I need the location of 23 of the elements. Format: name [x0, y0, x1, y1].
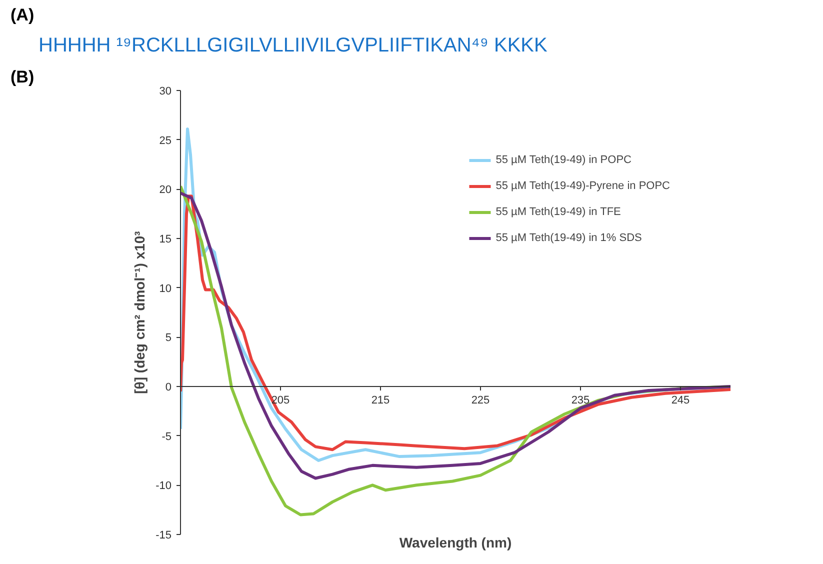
legend-label: 55 µM Teth(19-49) in TFE [496, 206, 621, 218]
x-tick-label: 245 [671, 394, 690, 406]
y-tick-label: -15 [156, 530, 172, 542]
y-tick-label: -10 [156, 480, 172, 492]
y-tick-label: 20 [159, 184, 172, 196]
text: HHHHH ¹⁹RCKLLLGIGILVLLIIVILGVPLIIFTIKAN⁴⁹ KKKK [38, 34, 548, 56]
text: (B) [10, 68, 34, 86]
y-axis-title: [θ] (deg cm² dmol⁻¹) x10³ [132, 230, 148, 394]
y-tick-label: 30 [159, 86, 172, 98]
y-tick-label: 0 [165, 382, 172, 394]
legend-label: 55 µM Teth(19-49) in 1% SDS [496, 232, 642, 244]
y-tick-label: 10 [159, 282, 172, 295]
legend-label: 55 µM Teth(19-49)-Pyrene in POPC [496, 180, 670, 192]
legend-label: 55 µM Teth(19-49) in POPC [496, 154, 632, 166]
y-tick-label: 15 [159, 234, 172, 246]
x-tick-label: 225 [471, 394, 490, 406]
text: (A) [10, 6, 34, 24]
x-tick-label: 235 [571, 394, 590, 406]
y-tick-label: 25 [159, 134, 172, 147]
y-tick-label: -5 [162, 430, 172, 443]
x-axis-title: Wavelength (nm) [399, 534, 512, 550]
y-tick-label: 5 [165, 332, 172, 344]
x-tick-label: 215 [371, 394, 390, 406]
